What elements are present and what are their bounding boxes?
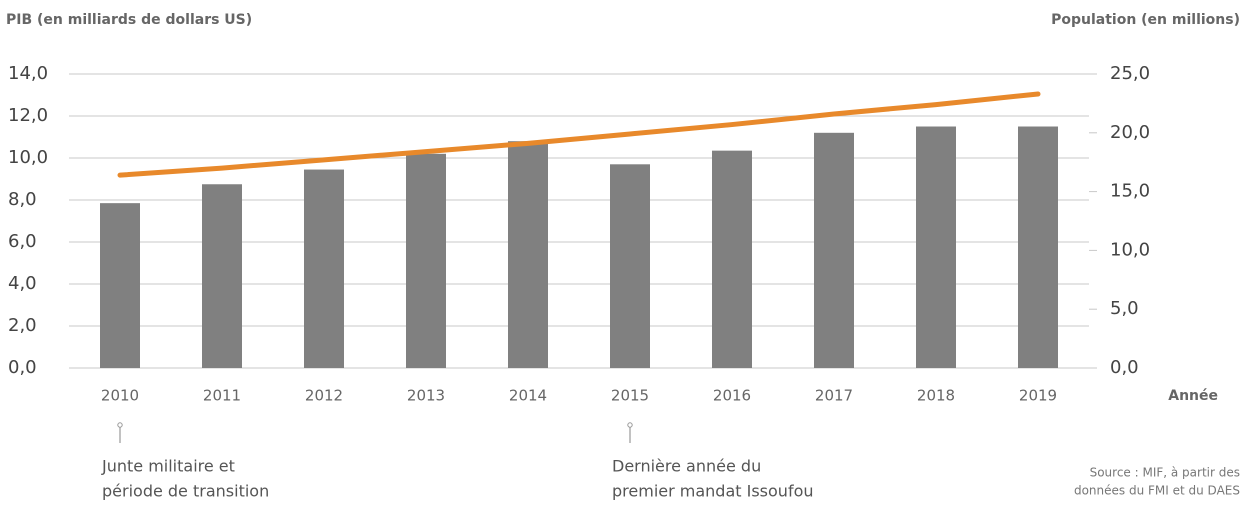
y-tick-label: 14,0 [8,63,48,84]
x-tick-label: 2010 [101,387,139,405]
x-axis-title: Année [1168,388,1218,404]
y2-axis-title: Population (en millions) [1051,12,1240,28]
bar [100,203,140,368]
bar [916,126,956,368]
x-tick-label: 2019 [1019,387,1057,405]
x-tick-label: 2014 [509,387,547,405]
y-tick-label: 12,0 [8,105,48,126]
annotation: période de transition [102,482,269,501]
source: données du FMI et du DAES [1074,484,1240,498]
bar [610,164,650,368]
x-tick-label: 2018 [917,387,955,405]
y-tick-label: 10,0 [8,147,48,168]
source: Source : MIF, à partir des [1090,466,1240,480]
bar [1018,126,1058,368]
y2-tick-label: 10,0 [1110,239,1150,260]
annotation-dot [627,422,633,428]
bar [406,153,446,368]
bar [508,141,548,368]
x-tick-label: 2017 [815,387,853,405]
y2-tick-label: 25,0 [1110,63,1150,84]
y2-tick-label: 20,0 [1110,122,1150,143]
y2-tick-label: 0,0 [1110,357,1139,378]
annotation: Junte militaire et [101,457,235,476]
y-tick-label: 6,0 [8,231,37,252]
x-tick-label: 2012 [305,387,343,405]
y-tick-label: 2,0 [8,315,37,336]
y-tick-label: 4,0 [8,273,37,294]
y2-tick-label: 5,0 [1110,298,1139,319]
y-tick-label: 8,0 [8,189,37,210]
x-tick-label: 2011 [203,387,241,405]
line [117,91,1041,178]
bar [712,150,752,368]
x-tick-label: 2015 [611,387,649,405]
bar [202,184,242,368]
x-tick-label: 2013 [407,387,445,405]
annotation-dot [117,422,123,428]
y-tick-label: 0,0 [8,357,37,378]
annotation: premier mandat Issoufou [612,482,814,501]
bar [814,132,854,368]
annotation: Dernière année du [612,457,761,476]
y-axis-title: PIB (en milliards de dollars US) [6,12,252,28]
y2-tick-label: 15,0 [1110,181,1150,202]
x-tick-label: 2016 [713,387,751,405]
bar [304,169,344,368]
